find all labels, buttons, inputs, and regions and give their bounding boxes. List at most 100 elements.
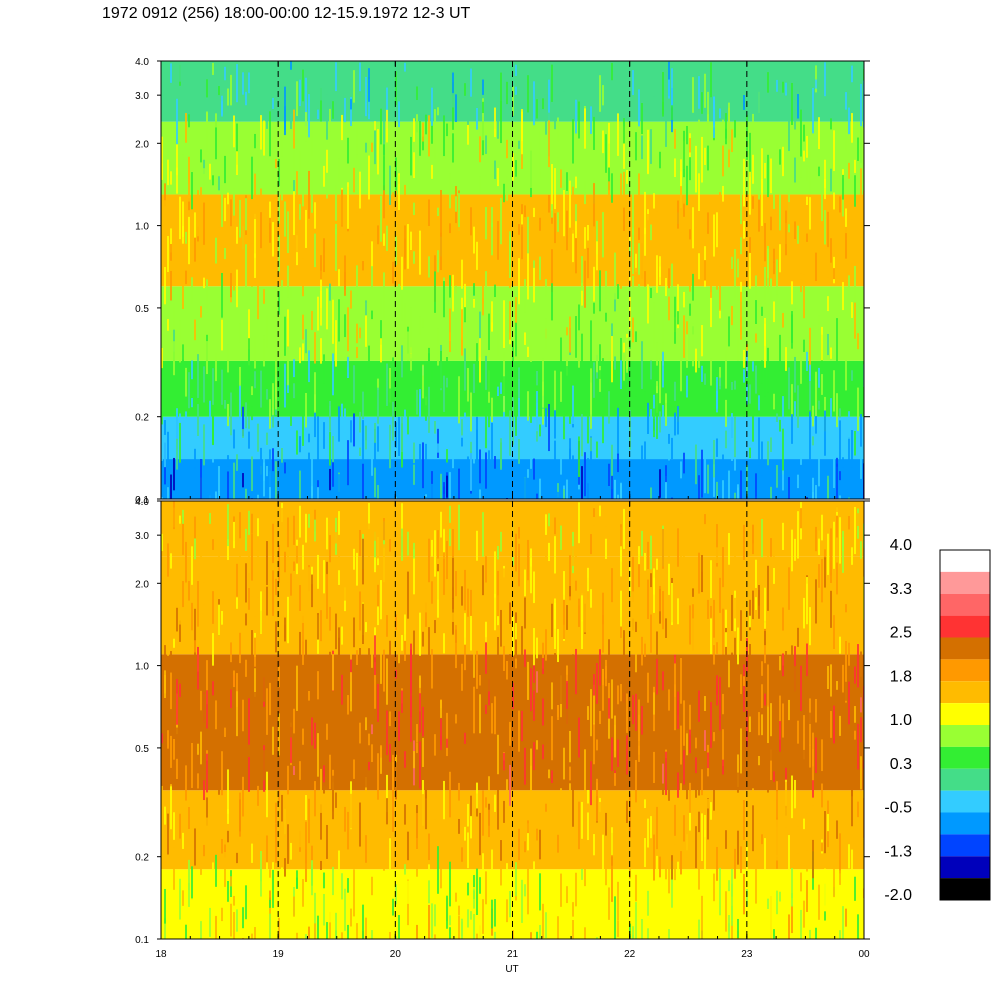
spectral-streak (698, 475, 700, 499)
spectral-streak (227, 471, 229, 499)
spectral-streak (413, 152, 415, 179)
spectral-streak (308, 170, 310, 219)
spectral-streak (599, 649, 601, 686)
spectral-streak (347, 182, 349, 229)
spectral-streak (299, 505, 301, 538)
spectral-streak (797, 474, 799, 489)
spectral-streak (311, 405, 313, 416)
spectral-streak (581, 584, 583, 596)
spectral-streak (218, 86, 220, 96)
spectral-streak (803, 372, 805, 401)
spectral-streak (341, 114, 343, 141)
spectral-streak (167, 431, 169, 468)
spectral-streak (353, 413, 355, 447)
spectral-streak (230, 74, 232, 106)
spectral-streak (455, 94, 457, 123)
spectral-streak (452, 274, 454, 312)
spectral-streak (185, 765, 187, 801)
spectral-streak (602, 130, 604, 154)
spectral-streak (749, 252, 751, 289)
spectral-streak (182, 225, 184, 244)
spectral-streak (392, 261, 394, 284)
spectral-streak (842, 282, 844, 311)
spectral-streak (434, 109, 436, 129)
spectral-streak (410, 671, 412, 717)
spectral-streak (623, 340, 625, 381)
y-tick-label: 0.5 (135, 744, 149, 755)
spectral-streak (701, 92, 703, 114)
spectral-streak (287, 211, 289, 254)
spectral-streak (632, 317, 634, 343)
spectral-streak (791, 775, 793, 819)
spectral-streak (224, 155, 226, 184)
spectral-streak (386, 710, 388, 756)
x-axis-label: UT (505, 964, 518, 975)
spectral-streak (668, 433, 670, 444)
spectral-streak (587, 225, 589, 241)
spectral-streak (203, 366, 205, 403)
spectral-streak (587, 247, 589, 279)
spectral-streak (659, 469, 661, 498)
spectral-streak (755, 473, 757, 499)
spectral-streak (611, 568, 613, 603)
spectral-streak (662, 591, 664, 630)
spectral-streak (599, 462, 601, 474)
spectral-streak (311, 574, 313, 608)
spectral-streak (446, 123, 448, 137)
spectral-streak (344, 97, 346, 123)
spectral-streak (644, 599, 646, 644)
spectral-streak (314, 519, 316, 542)
spectral-streak (188, 807, 190, 829)
spectral-streak (194, 448, 196, 468)
spectral-streak (845, 208, 847, 227)
spectral-streak (578, 801, 580, 850)
spectral-streak (326, 922, 328, 939)
spectral-streak (503, 568, 505, 612)
spectral-streak (215, 264, 217, 274)
spectral-streak (461, 663, 463, 691)
spectral-streak (623, 666, 625, 677)
spectral-streak (833, 615, 835, 649)
spectral-streak (305, 821, 307, 864)
spectral-streak (794, 666, 796, 696)
spectral-streak (602, 615, 604, 653)
spectral-streak (197, 190, 199, 237)
spectral-streak (323, 461, 325, 499)
spectral-streak (464, 732, 466, 744)
spectral-streak (554, 536, 556, 574)
spectral-streak (614, 252, 616, 300)
spectral-streak (659, 411, 661, 433)
spectral-streak (683, 562, 685, 606)
spectral-streak (215, 740, 217, 782)
spectral-streak (227, 88, 229, 106)
spectral-streak (467, 803, 469, 827)
spectral-streak (725, 350, 727, 389)
spectral-streak (527, 820, 529, 834)
spectral-streak (851, 113, 853, 143)
spectral-streak (743, 524, 745, 561)
spectral-streak (428, 199, 430, 226)
spectral-streak (464, 826, 466, 841)
spectral-streak (563, 571, 565, 600)
spectral-streak (839, 930, 841, 939)
spectral-streak (755, 597, 757, 611)
spectral-streak (488, 362, 490, 392)
spectral-streak (227, 830, 229, 843)
spectral-streak (635, 372, 637, 397)
spectral-streak (575, 99, 577, 134)
spectral-streak (179, 620, 181, 642)
spectral-streak (488, 809, 490, 838)
spectral-streak (509, 654, 511, 688)
spectral-streak (683, 315, 685, 358)
spectral-streak (842, 530, 844, 573)
spectral-streak (401, 295, 403, 321)
spectral-streak (314, 923, 316, 939)
spectral-streak (803, 339, 805, 352)
spectral-streak (326, 152, 328, 199)
spectral-streak (851, 781, 853, 827)
spectral-streak (425, 511, 427, 550)
spectral-streak (818, 884, 820, 920)
spectral-streak (527, 661, 529, 700)
spectral-streak (446, 712, 448, 757)
spectral-streak (215, 854, 217, 887)
